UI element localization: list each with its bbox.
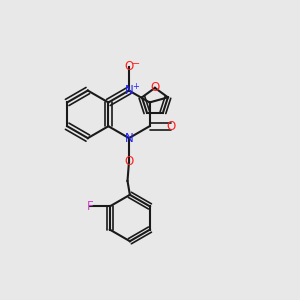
Text: O: O xyxy=(167,120,176,133)
Text: N: N xyxy=(124,132,134,145)
Text: +: + xyxy=(132,82,139,91)
Text: O: O xyxy=(150,81,160,94)
Text: F: F xyxy=(87,200,93,213)
Text: −: − xyxy=(132,59,140,69)
Text: N: N xyxy=(124,84,134,97)
Text: O: O xyxy=(124,155,134,168)
Text: O: O xyxy=(124,60,134,73)
